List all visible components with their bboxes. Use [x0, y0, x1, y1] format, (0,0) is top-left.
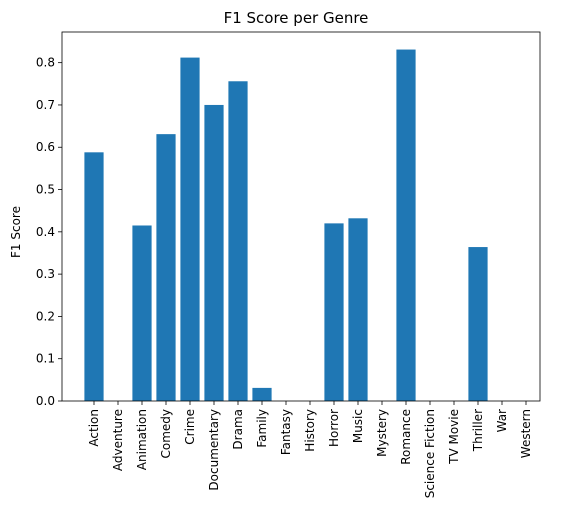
y-tick-label: 0.3 [36, 267, 55, 281]
bar-documentary [204, 105, 223, 401]
y-axis-label: F1 Score [9, 206, 23, 258]
bar-animation [132, 225, 151, 401]
y-tick-label: 0.1 [36, 352, 55, 366]
bar-horror [324, 223, 343, 401]
y-tick-label: 0.2 [36, 309, 55, 323]
bar-action [84, 152, 103, 401]
bar-romance [396, 50, 415, 401]
bar-thriller [468, 247, 487, 401]
x-tick-label: TV Movie [447, 409, 461, 465]
y-tick-label: 0.0 [36, 394, 55, 408]
y-tick-label: 0.8 [36, 56, 55, 70]
bar-crime [180, 58, 199, 401]
x-tick-label: Adventure [111, 409, 125, 471]
x-tick-label: Fantasy [279, 409, 293, 455]
x-tick-label: Drama [231, 409, 245, 450]
y-tick-label: 0.5 [36, 183, 55, 197]
x-tick-label: Science Fiction [423, 409, 437, 498]
x-tick-label: Western [519, 409, 533, 458]
y-tick-label: 0.4 [36, 225, 55, 239]
x-axis-ticks: Action Adventure Animation Comedy Crime Docum… [87, 401, 533, 498]
x-tick-label: History [303, 409, 317, 452]
y-tick-label: 0.6 [36, 140, 55, 154]
x-tick-label: Documentary [207, 409, 221, 491]
x-tick-label: Action [87, 409, 101, 447]
bar-comedy [156, 134, 175, 401]
bar-family [252, 388, 271, 401]
x-tick-label: Romance [399, 409, 413, 465]
y-axis-ticks: 0.0 0.1 0.2 0.3 0.4 0.5 0.6 0.7 0.8 [36, 56, 62, 408]
x-tick-label: Crime [183, 409, 197, 445]
y-tick-label: 0.7 [36, 98, 55, 112]
x-tick-label: Thriller [471, 409, 485, 452]
chart-title: F1 Score per Genre [224, 9, 369, 27]
x-tick-label: Mystery [375, 409, 389, 457]
bars-group [84, 50, 487, 401]
x-tick-label: Animation [135, 409, 149, 470]
bar-music [348, 218, 367, 401]
x-tick-label: Comedy [159, 409, 173, 459]
x-tick-label: Music [351, 409, 365, 443]
bar-drama [228, 81, 247, 401]
x-tick-label: Horror [327, 409, 341, 447]
x-tick-label: Family [255, 409, 269, 448]
x-tick-label: War [495, 409, 509, 432]
